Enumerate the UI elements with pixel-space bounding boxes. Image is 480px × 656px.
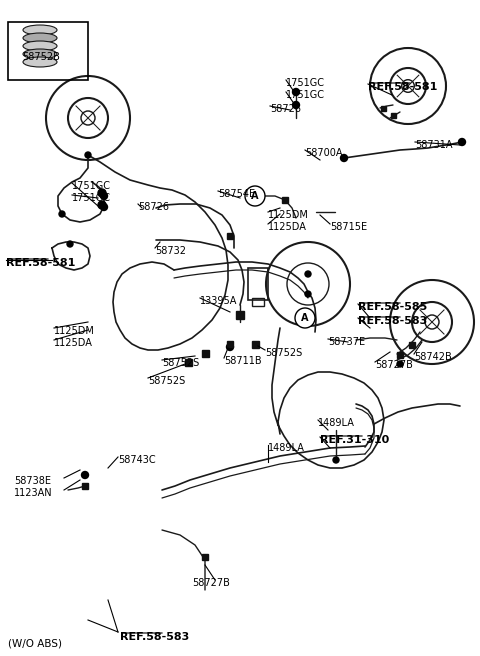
Bar <box>397 352 403 358</box>
Circle shape <box>333 457 339 463</box>
Circle shape <box>98 189 106 197</box>
Text: 58752S: 58752S <box>148 376 185 386</box>
Text: 58727B: 58727B <box>192 578 230 588</box>
Circle shape <box>98 201 106 209</box>
Ellipse shape <box>23 49 57 59</box>
Ellipse shape <box>23 33 57 43</box>
Circle shape <box>295 308 315 328</box>
Text: 58732: 58732 <box>155 246 186 256</box>
Bar <box>248 268 268 300</box>
Text: REF.58-583: REF.58-583 <box>358 316 427 326</box>
Bar <box>202 554 208 560</box>
Circle shape <box>458 138 466 146</box>
Circle shape <box>227 344 233 350</box>
Circle shape <box>85 152 91 158</box>
Text: 1125DM: 1125DM <box>268 210 309 220</box>
Circle shape <box>100 203 108 211</box>
Text: 58754E: 58754E <box>218 189 255 199</box>
Text: A: A <box>301 313 309 323</box>
Ellipse shape <box>23 41 57 51</box>
Bar <box>381 106 385 110</box>
Bar <box>282 197 288 203</box>
Bar <box>8 22 88 80</box>
Bar <box>409 342 415 348</box>
Text: 58726: 58726 <box>270 104 301 114</box>
Text: 58738E: 58738E <box>14 476 51 486</box>
Circle shape <box>292 89 300 96</box>
Text: 58742B: 58742B <box>414 352 452 362</box>
Text: 58752B: 58752B <box>22 52 60 62</box>
Text: 1751GC: 1751GC <box>286 90 325 100</box>
Circle shape <box>340 155 348 161</box>
Text: 58711B: 58711B <box>224 356 262 366</box>
Bar <box>227 341 233 347</box>
Text: 13395A: 13395A <box>200 296 238 306</box>
Circle shape <box>305 291 311 297</box>
Text: 58731A: 58731A <box>415 140 453 150</box>
Text: 1751GC: 1751GC <box>286 78 325 88</box>
Circle shape <box>292 102 300 108</box>
Text: REF.58-581: REF.58-581 <box>368 82 437 92</box>
Text: (W/O ABS): (W/O ABS) <box>8 638 62 648</box>
Text: REF.58-583: REF.58-583 <box>120 632 189 642</box>
Ellipse shape <box>23 25 57 35</box>
Text: 58743C: 58743C <box>118 455 156 465</box>
Circle shape <box>305 271 311 277</box>
Bar <box>184 358 192 365</box>
Text: REF.31-310: REF.31-310 <box>320 435 389 445</box>
Text: 58737E: 58737E <box>328 337 365 347</box>
Circle shape <box>100 192 108 199</box>
Text: 58715E: 58715E <box>330 222 367 232</box>
Circle shape <box>425 315 439 329</box>
Text: 1489LA: 1489LA <box>318 418 355 428</box>
Text: 1751GC: 1751GC <box>72 181 111 191</box>
Text: 58752S: 58752S <box>265 348 302 358</box>
Text: REF.58-585: REF.58-585 <box>358 302 427 312</box>
Text: 58726: 58726 <box>138 202 169 212</box>
Bar <box>227 233 233 239</box>
Text: 1125DA: 1125DA <box>54 338 93 348</box>
Bar <box>252 298 264 306</box>
Text: 1123AN: 1123AN <box>14 488 53 498</box>
Bar <box>252 340 259 348</box>
Text: 1751GC: 1751GC <box>72 193 111 203</box>
Circle shape <box>59 211 65 217</box>
Text: 1125DA: 1125DA <box>268 222 307 232</box>
Circle shape <box>82 472 88 478</box>
Text: 58700A: 58700A <box>305 148 343 158</box>
Circle shape <box>67 241 73 247</box>
Circle shape <box>397 361 403 367</box>
Bar <box>202 350 208 356</box>
Text: 58727B: 58727B <box>375 360 413 370</box>
Circle shape <box>245 186 265 206</box>
Text: 58752S: 58752S <box>162 358 199 368</box>
Text: 1489LA: 1489LA <box>268 443 305 453</box>
Bar <box>236 311 244 319</box>
Circle shape <box>81 111 95 125</box>
Bar <box>82 483 88 489</box>
Text: A: A <box>251 191 259 201</box>
Ellipse shape <box>23 57 57 67</box>
Circle shape <box>402 79 414 92</box>
Text: REF.58-581: REF.58-581 <box>6 258 75 268</box>
Bar <box>391 112 396 117</box>
Text: 1125DM: 1125DM <box>54 326 95 336</box>
